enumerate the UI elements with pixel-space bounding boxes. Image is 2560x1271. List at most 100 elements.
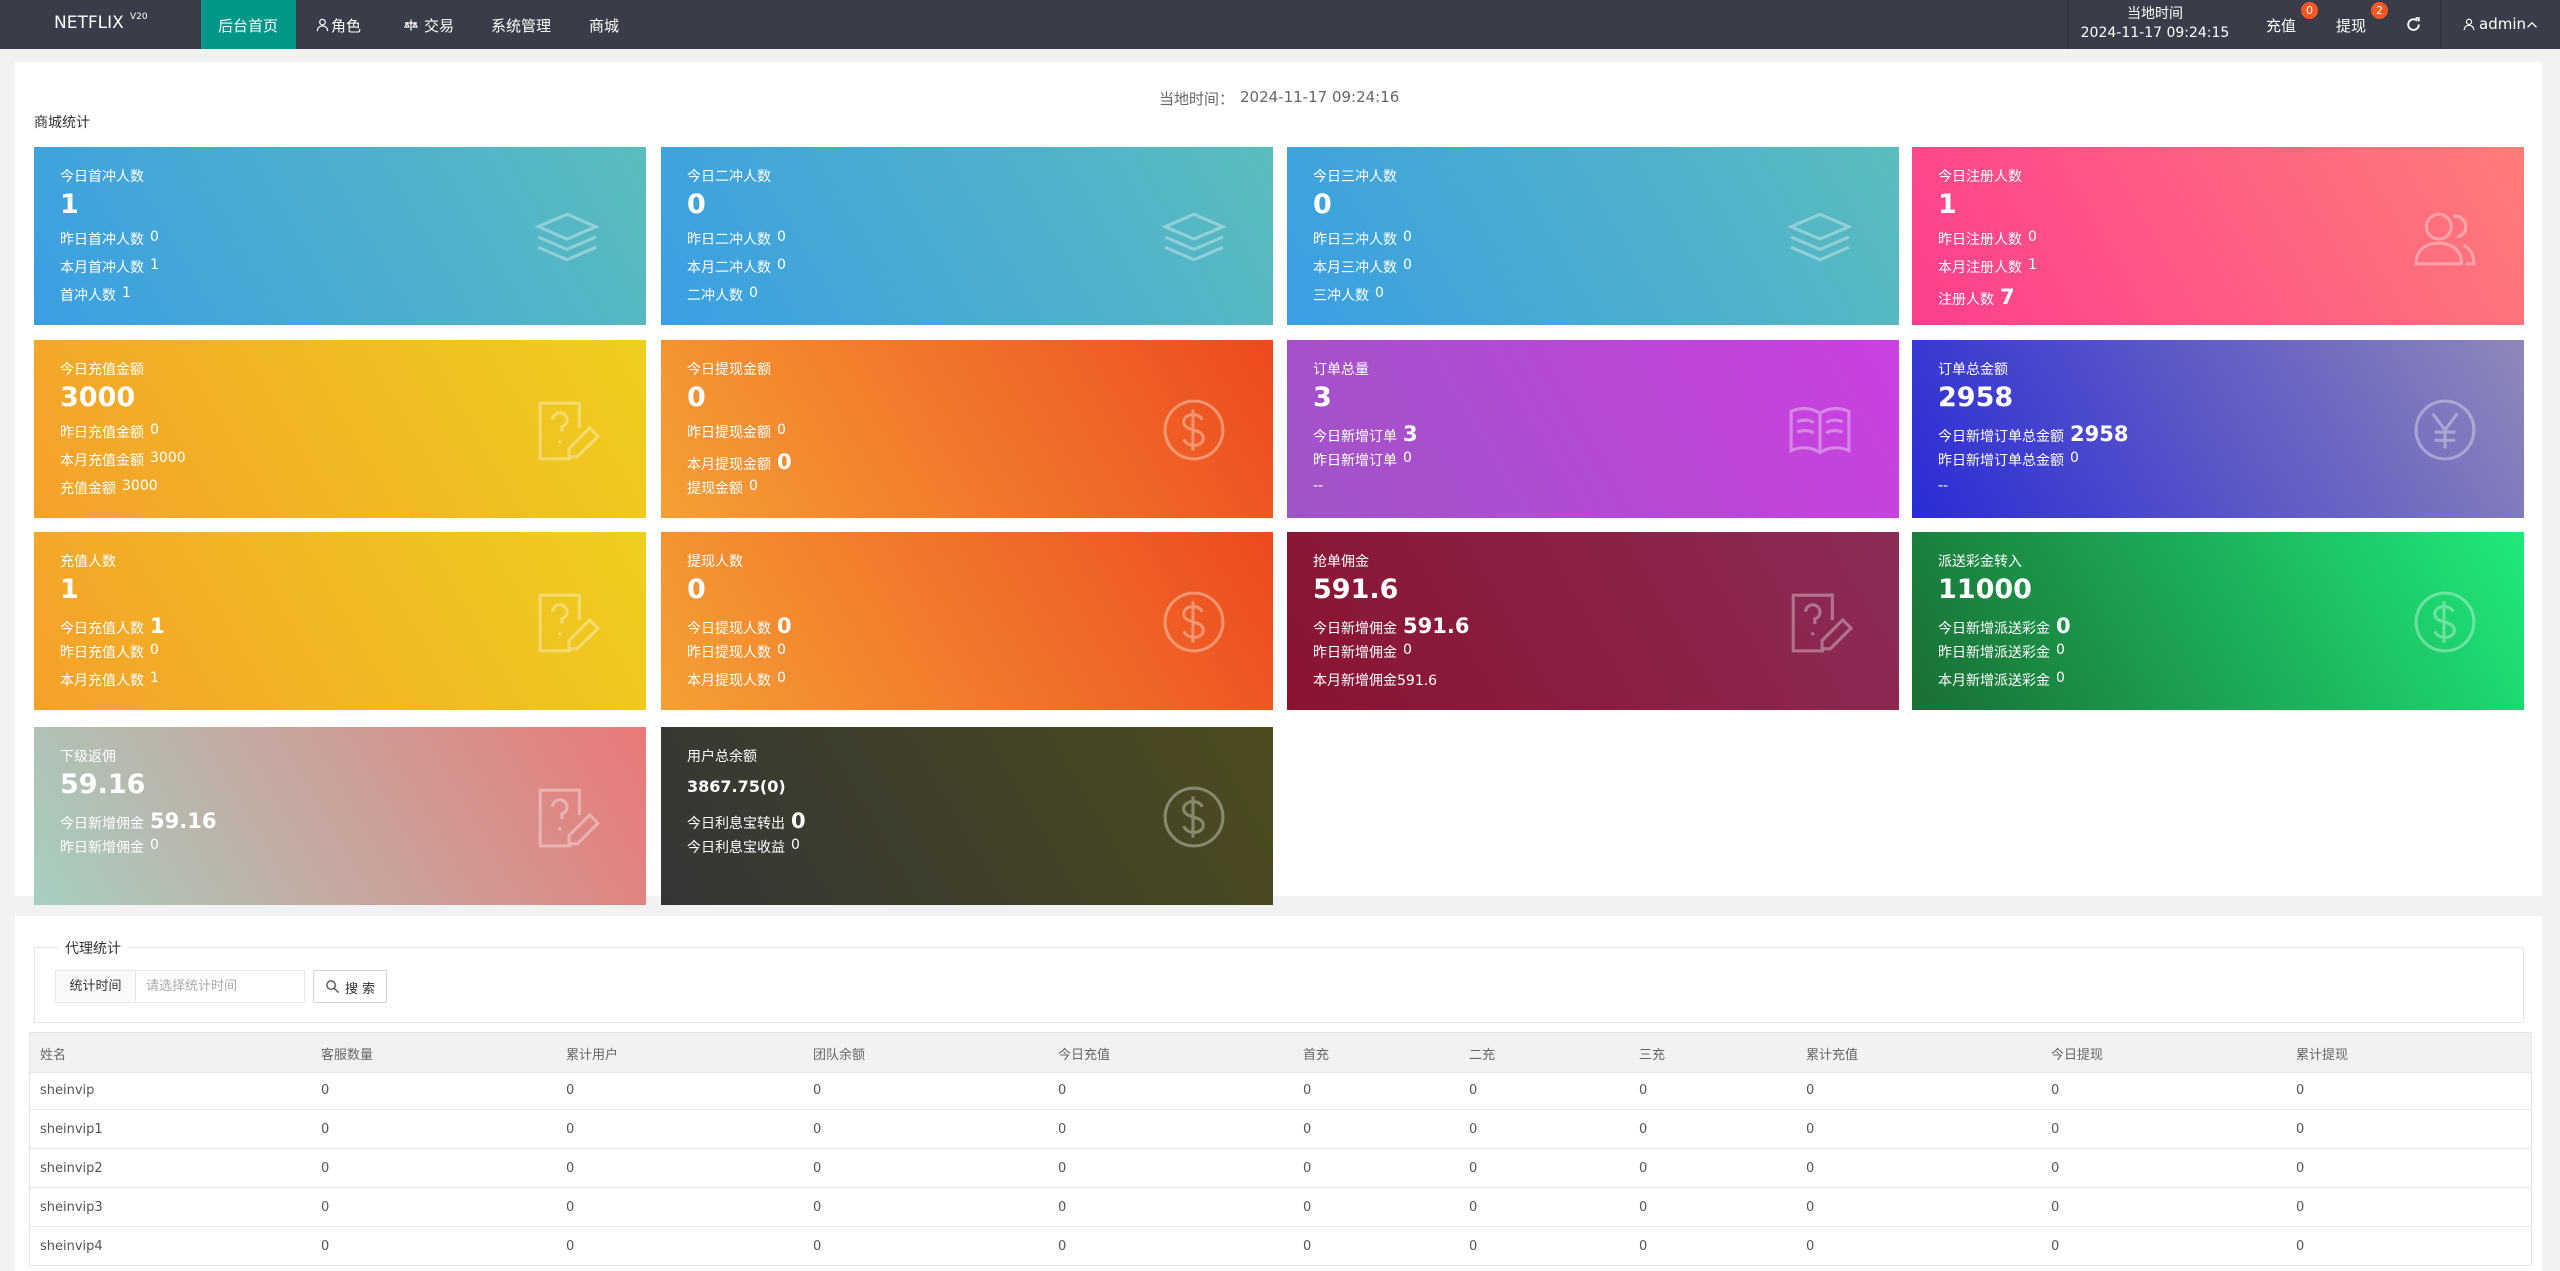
table-cell: 0 xyxy=(321,1200,330,1215)
table-cell: sheinvip xyxy=(40,1083,95,1098)
stat-card: 提现人数 0 今日提现人数 0 昨日提现人数 0 本月提现人数 0 xyxy=(661,532,1273,710)
table-cell: 0 xyxy=(1806,1239,1815,1254)
stats-panel: 当地时间： 2024-11-17 09:24:16 商城统计 今日首冲人数 1 昨日首冲人… xyxy=(15,62,2542,905)
line-label: 首冲人数 xyxy=(60,288,116,304)
table-cell: 0 xyxy=(1058,1161,1067,1176)
column-header: 二充 xyxy=(1469,1048,1496,1063)
card-value: 1 xyxy=(60,574,79,605)
card-title: 派送彩金转入 xyxy=(1938,554,2022,570)
legend: 代理统计 xyxy=(59,938,127,958)
line-label: 昨日三冲人数 xyxy=(1313,232,1397,248)
card-value: 591.6 xyxy=(1313,574,1399,605)
card-line: 首冲人数 1 xyxy=(60,285,131,305)
table-cell: 0 xyxy=(2296,1200,2305,1215)
column-header: 客服数量 xyxy=(321,1048,374,1063)
table-cell: 0 xyxy=(2051,1122,2060,1137)
nav-item[interactable]: 商城 xyxy=(588,17,620,35)
user-name[interactable]: admin xyxy=(2479,15,2526,33)
line-label: 本月首冲人数 xyxy=(60,260,144,276)
line-value: 1 xyxy=(150,670,159,686)
button-label: 搜 索 xyxy=(345,982,376,997)
card-title: 今日首冲人数 xyxy=(60,169,144,185)
card-line: 昨日注册人数 0 xyxy=(1938,229,2037,249)
table-row xyxy=(29,1071,2532,1110)
card-line: 昨日二冲人数 0 xyxy=(687,229,786,249)
card-line: 本月充值金额 3000 xyxy=(60,450,186,470)
card-line: 本月注册人数 1 xyxy=(1938,257,2037,277)
card-title: 用户总余额 xyxy=(687,749,757,765)
stat-card: 充值人数 1 今日充值人数 1 昨日充值人数 0 本月充值人数 1 xyxy=(34,532,646,710)
withdraw-link[interactable]: 提现 xyxy=(2336,17,2367,35)
nav-item[interactable]: 系统管理 xyxy=(490,17,552,35)
table-cell: 0 xyxy=(813,1200,822,1215)
card-line: 昨日首冲人数 0 xyxy=(60,229,159,249)
line-value: 0 xyxy=(150,229,159,245)
card-value: 59.16 xyxy=(60,769,146,800)
table-cell: 0 xyxy=(321,1239,330,1254)
line-label: 昨日注册人数 xyxy=(1938,232,2022,248)
recharge-link[interactable]: 充值 xyxy=(2266,17,2297,35)
line-label: 注册人数 xyxy=(1938,292,1994,308)
line-label: 本月充值金额 xyxy=(60,453,144,469)
table-cell: 0 xyxy=(2296,1083,2305,1098)
table-cell: 0 xyxy=(1806,1200,1815,1215)
card-line: 本月二冲人数 0 xyxy=(687,257,786,277)
card-line: 本月三冲人数 0 xyxy=(1313,257,1412,277)
card-line: 本月充值人数 1 xyxy=(60,670,159,690)
card-icon xyxy=(538,788,600,848)
line-value: 1 xyxy=(122,285,131,301)
card-line: -- xyxy=(1313,478,1323,494)
line-label: 二冲人数 xyxy=(687,288,743,304)
card-line: 充值金额 3000 xyxy=(60,478,158,498)
line-value: 7 xyxy=(2000,285,2015,309)
line-label: 今日新增订单总金额 xyxy=(1938,429,2064,445)
column-header: 今日充值 xyxy=(1058,1048,1111,1063)
card-icon xyxy=(538,593,600,653)
table-cell: 0 xyxy=(1806,1122,1815,1137)
table-cell: 0 xyxy=(1639,1083,1648,1098)
table-cell: sheinvip2 xyxy=(40,1161,103,1176)
line-value: 0 xyxy=(150,642,159,658)
card-title: 今日注册人数 xyxy=(1938,169,2022,185)
card-line: 昨日新增订单总金额 0 xyxy=(1938,450,2079,470)
table-cell: 0 xyxy=(566,1200,575,1215)
line-label: 今日充值人数 xyxy=(60,621,144,637)
table-cell: 0 xyxy=(1058,1239,1067,1254)
caret xyxy=(2527,21,2537,28)
logo-version: V20 xyxy=(130,12,148,22)
card-line: 今日新增佣金 591.6 xyxy=(1313,614,1469,638)
agent-panel: 代理统计 统计时间 请选择统计时间 搜 索姓名 客服数量 累计用户 团队余额 今日充值 首充 二充… xyxy=(15,916,2542,1271)
card-value: 3000 xyxy=(60,382,136,413)
column-header: 今日提现 xyxy=(2051,1048,2104,1063)
stat-card: 用户总余额 3867.75(0) 今日利息宝转出 0 今日利息宝收益 0 xyxy=(661,727,1273,905)
top-nav: NETFLIX V20 后台首页 角色 交易 系统管理 商城 当地时间 2024-11-17 0… xyxy=(0,0,2560,49)
table-row xyxy=(29,1188,2532,1227)
line-value: 0 xyxy=(2028,229,2037,245)
logo[interactable]: NETFLIX xyxy=(54,13,124,33)
line-label: 今日利息宝收益 xyxy=(687,840,785,856)
header-time: 2024-11-17 09:24:16 xyxy=(1240,88,1400,106)
stat-card: 今日充值金额 3000 昨日充值金额 0 本月充值金额 3000 充值金额 3000 xyxy=(34,340,646,518)
card-title: 提现人数 xyxy=(687,554,743,570)
search-button[interactable]: 搜 索 xyxy=(313,970,387,1003)
table-cell: 0 xyxy=(1639,1239,1648,1254)
card-value: 0 xyxy=(1313,189,1332,220)
nav-item[interactable]: 角色 xyxy=(330,17,362,35)
line-value: 0 xyxy=(2056,642,2065,658)
line-value: 0 xyxy=(749,478,758,494)
nav-item[interactable]: 交易 xyxy=(423,17,455,35)
card-icon xyxy=(1161,212,1227,262)
card-line: 本月新增佣金591.6 xyxy=(1313,670,1437,690)
line-value: 0 xyxy=(791,809,806,833)
line-label: 昨日新增佣金 xyxy=(1313,645,1397,661)
nav-time: 2024-11-17 09:24:15 xyxy=(2080,25,2230,41)
line-value: 0 xyxy=(1375,285,1384,301)
card-icon xyxy=(1163,399,1225,461)
nav-item[interactable]: 后台首页 xyxy=(217,17,279,35)
date-input[interactable]: 请选择统计时间 xyxy=(135,970,305,1003)
role-icon xyxy=(316,18,329,32)
column-header: 团队余额 xyxy=(813,1048,866,1063)
trade-icon xyxy=(403,19,419,31)
line-label: 昨日新增佣金 xyxy=(60,840,144,856)
table-row xyxy=(29,1110,2532,1149)
